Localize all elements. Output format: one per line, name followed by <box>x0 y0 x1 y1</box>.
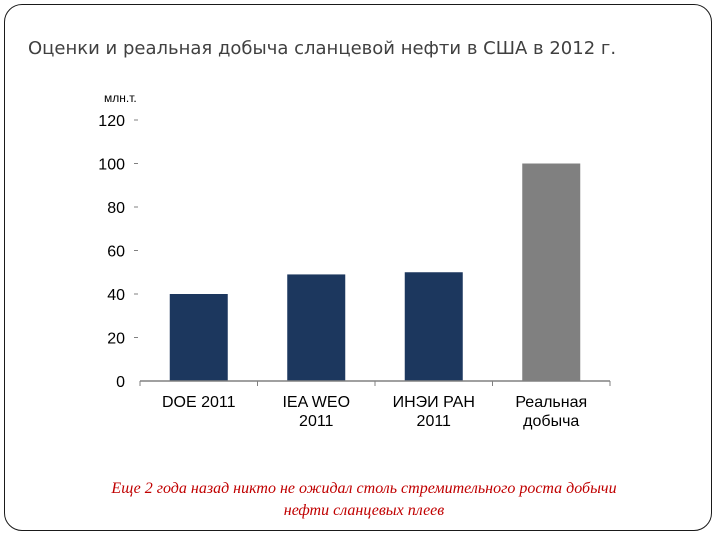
category-label: Реальная добыча <box>515 394 587 430</box>
caption-line-2: нефти сланцевых плеев <box>283 502 445 519</box>
caption: Еще 2 года назад никто не ожидал столь с… <box>20 478 708 522</box>
y-axis-label: млн.т. <box>104 91 137 105</box>
bars <box>169 163 581 381</box>
slide-frame <box>4 4 712 531</box>
y-tick-label: 0 <box>116 374 125 391</box>
caption-line-1: Еще 2 года назад никто не ожидал столь с… <box>111 480 617 497</box>
y-tick-label: 40 <box>107 287 125 304</box>
y-tick-label: 80 <box>107 200 125 217</box>
y-axis-ticks: 0 20 40 60 80 100 120 <box>98 113 138 391</box>
bar-chart: млн.т. 0 20 40 60 80 100 120 DOE 2011 IEA WEO 20… <box>98 91 611 430</box>
y-tick-label: 120 <box>98 113 125 130</box>
x-axis-labels: DOE 2011 IEA WEO 2011 ИНЭИ РАН 2011 Реальная д… <box>162 394 587 430</box>
category-label: IEA WEO 2011 <box>282 394 350 430</box>
bar-0 <box>169 294 228 381</box>
category-label: DOE 2011 <box>162 394 236 411</box>
category-label: ИНЭИ РАН 2011 <box>393 394 475 430</box>
bar-2 <box>404 272 463 381</box>
slide-title: Оценки и реальная добыча сланцевой нефти… <box>28 38 617 59</box>
y-tick-label: 100 <box>98 157 125 174</box>
y-tick-label: 60 <box>107 244 125 261</box>
bar-1 <box>287 274 346 381</box>
y-tick-label: 20 <box>107 331 125 348</box>
x-axis <box>139 380 611 386</box>
bar-3 <box>522 163 581 381</box>
